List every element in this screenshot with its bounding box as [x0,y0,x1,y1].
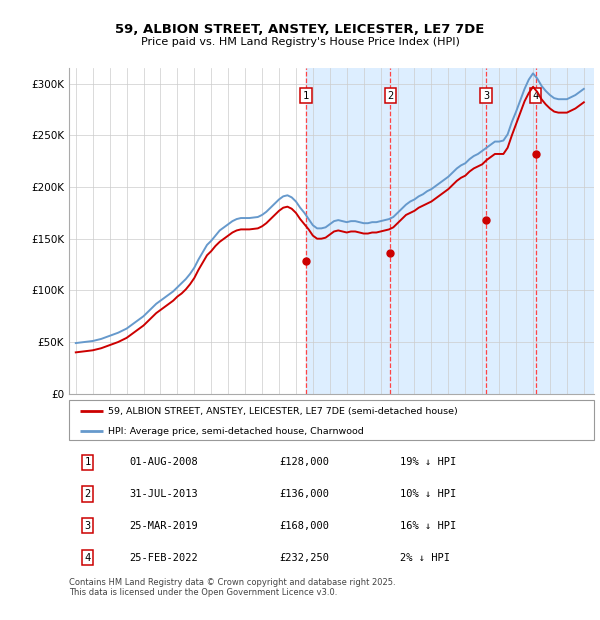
Bar [391,68,486,394]
Text: 1: 1 [302,91,309,101]
Text: 25-MAR-2019: 25-MAR-2019 [130,521,198,531]
Text: £168,000: £168,000 [279,521,329,531]
Bar [486,68,536,394]
Text: Price paid vs. HM Land Registry's House Price Index (HPI): Price paid vs. HM Land Registry's House … [140,37,460,47]
Text: 2% ↓ HPI: 2% ↓ HPI [400,552,450,562]
Text: 25-FEB-2022: 25-FEB-2022 [130,552,198,562]
Text: Contains HM Land Registry data © Crown copyright and database right 2025.
This d: Contains HM Land Registry data © Crown c… [69,578,395,597]
Text: £128,000: £128,000 [279,458,329,467]
Text: 2: 2 [84,489,91,499]
Text: 10% ↓ HPI: 10% ↓ HPI [400,489,456,499]
Text: 4: 4 [84,552,91,562]
Text: 2: 2 [388,91,394,101]
Text: 31-JUL-2013: 31-JUL-2013 [130,489,198,499]
Bar [306,68,391,394]
FancyBboxPatch shape [69,400,594,440]
Text: 4: 4 [533,91,539,101]
Text: 01-AUG-2008: 01-AUG-2008 [130,458,198,467]
Text: 59, ALBION STREET, ANSTEY, LEICESTER, LE7 7DE: 59, ALBION STREET, ANSTEY, LEICESTER, LE… [115,24,485,36]
Text: 3: 3 [84,521,91,531]
Text: 3: 3 [483,91,489,101]
Text: 1: 1 [84,458,91,467]
Bar [536,68,594,394]
Text: £136,000: £136,000 [279,489,329,499]
Text: 16% ↓ HPI: 16% ↓ HPI [400,521,456,531]
Text: HPI: Average price, semi-detached house, Charnwood: HPI: Average price, semi-detached house,… [109,427,364,436]
Text: £232,250: £232,250 [279,552,329,562]
Text: 19% ↓ HPI: 19% ↓ HPI [400,458,456,467]
Text: 59, ALBION STREET, ANSTEY, LEICESTER, LE7 7DE (semi-detached house): 59, ALBION STREET, ANSTEY, LEICESTER, LE… [109,407,458,415]
